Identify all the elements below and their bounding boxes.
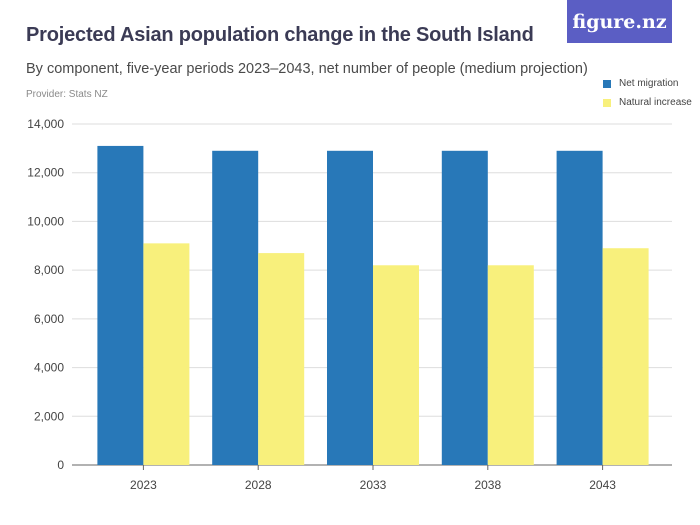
bar-net-migration bbox=[327, 150, 373, 466]
y-tick-label: 2,000 bbox=[34, 409, 64, 423]
legend-swatch-natural-increase bbox=[603, 98, 611, 107]
y-tick-label: 12,000 bbox=[27, 166, 64, 180]
y-tick-label: 4,000 bbox=[34, 361, 64, 375]
data-provider: Provider: Stats NZ bbox=[26, 89, 108, 100]
chart-legend: Net migration Natural increase bbox=[603, 74, 692, 112]
x-tick-label: 2023 bbox=[130, 478, 157, 492]
x-tick-label: 2033 bbox=[360, 478, 387, 492]
y-tick-label: 6,000 bbox=[34, 312, 64, 326]
y-tick-label: 14,000 bbox=[27, 117, 64, 131]
chart-subtitle: By component, five-year periods 2023–204… bbox=[26, 61, 588, 77]
bar-net-migration bbox=[97, 145, 144, 465]
x-tick-label: 2028 bbox=[245, 478, 272, 492]
x-tick-label: 2043 bbox=[589, 478, 616, 492]
figure-nz-logo[interactable]: figure.nz bbox=[567, 0, 672, 43]
bar-net-migration bbox=[441, 150, 488, 466]
bar-natural-increase bbox=[143, 243, 190, 465]
bar-natural-increase bbox=[258, 253, 305, 465]
bar-natural-increase bbox=[602, 248, 649, 465]
y-tick-label: 10,000 bbox=[27, 214, 64, 228]
bar-net-migration bbox=[212, 150, 259, 466]
y-tick-label: 0 bbox=[57, 458, 64, 472]
bar-natural-increase bbox=[373, 265, 419, 465]
bar-natural-increase bbox=[487, 265, 534, 465]
legend-item-natural-increase: Natural increase bbox=[603, 93, 692, 112]
y-tick-label: 8,000 bbox=[34, 263, 64, 277]
x-tick-label: 2038 bbox=[474, 478, 501, 492]
legend-label-natural-increase: Natural increase bbox=[619, 97, 692, 108]
legend-item-net-migration: Net migration bbox=[603, 74, 692, 93]
legend-swatch-net-migration bbox=[603, 79, 611, 88]
legend-label-net-migration: Net migration bbox=[619, 78, 679, 89]
bar-net-migration bbox=[556, 150, 603, 466]
chart-title: Projected Asian population change in the… bbox=[26, 24, 534, 46]
